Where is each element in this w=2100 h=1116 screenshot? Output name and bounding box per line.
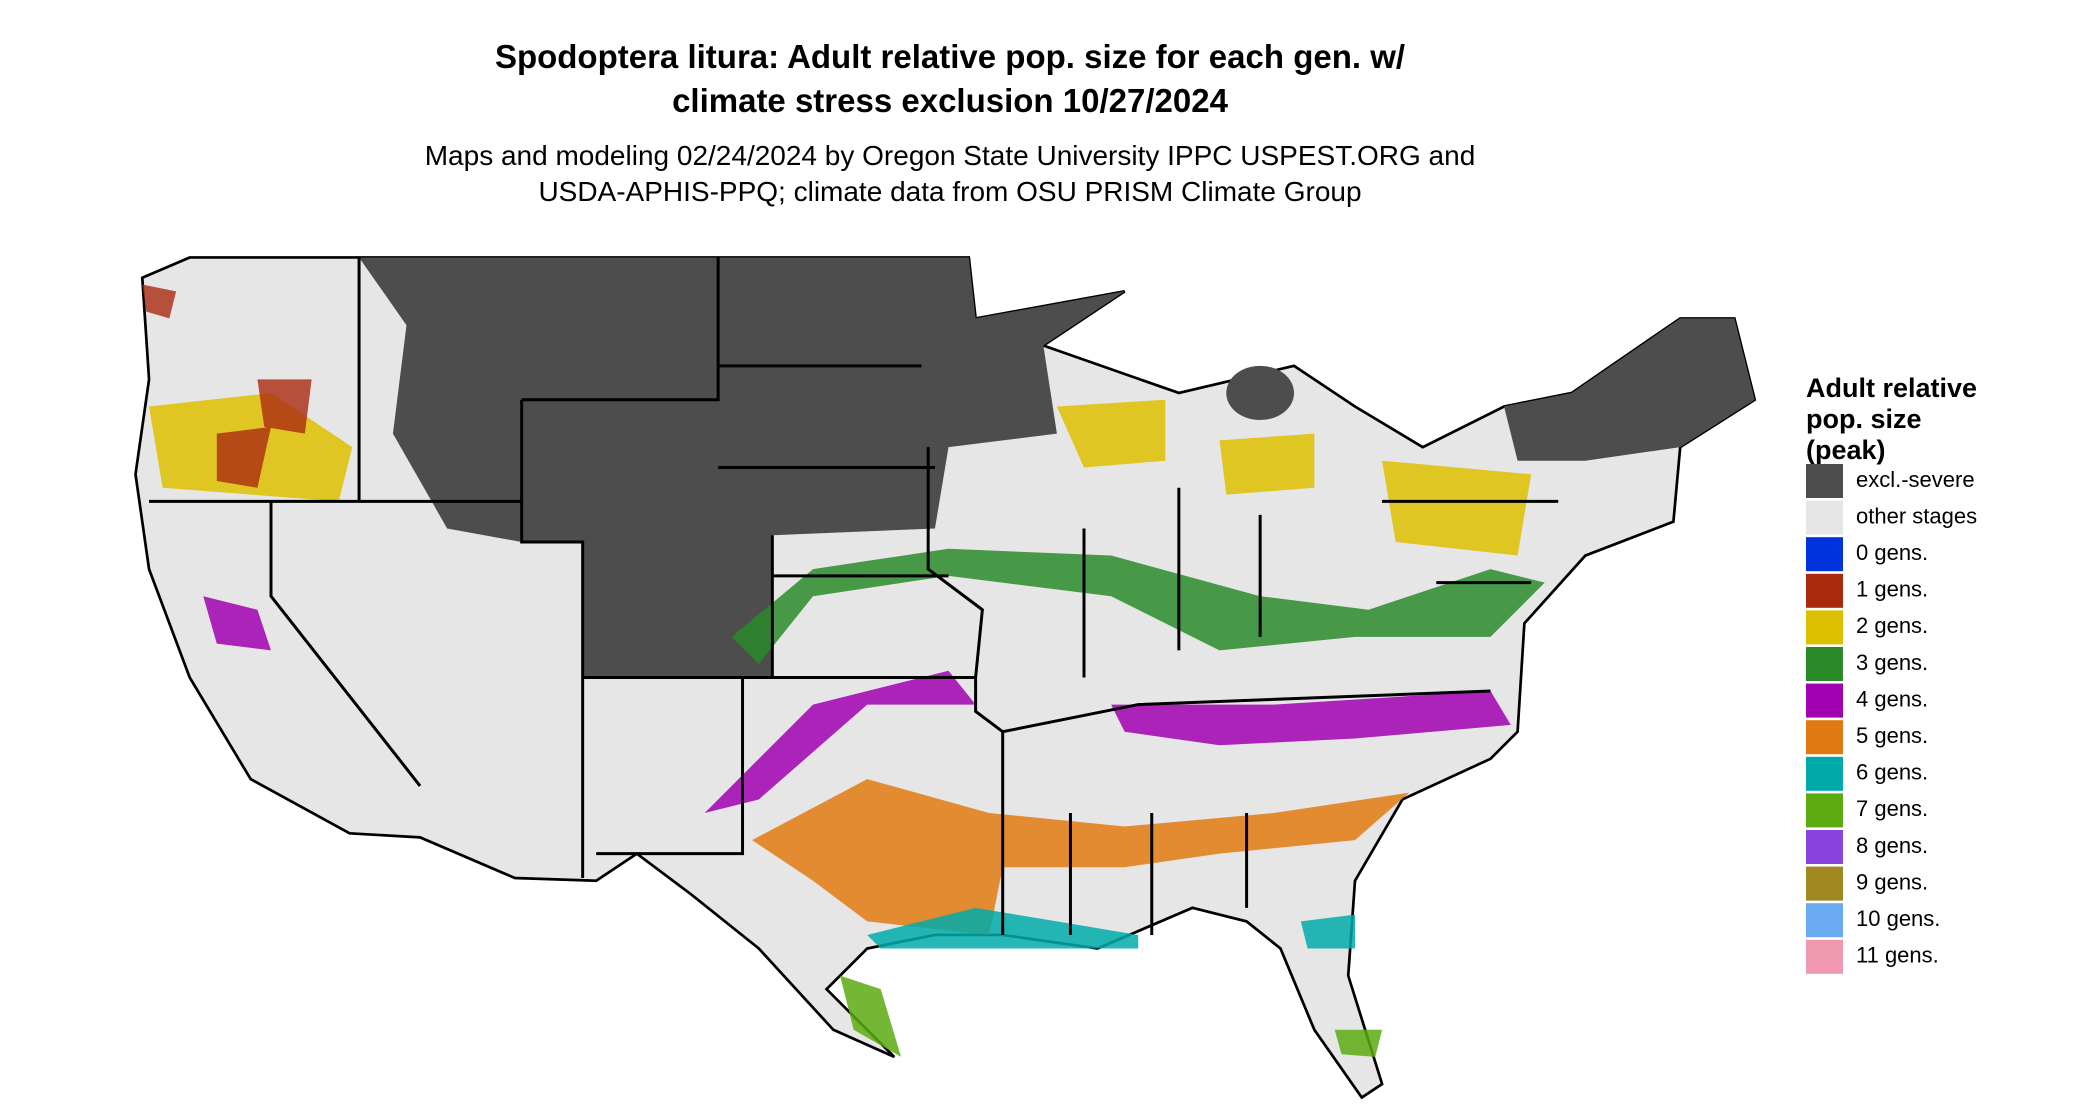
region-4-gens <box>203 596 1511 813</box>
excluded-region <box>1226 365 1295 421</box>
region-1-gens <box>142 284 312 488</box>
legend-label: 11 gens. <box>1856 943 1939 968</box>
legend-label: excl.-severe <box>1856 467 1975 492</box>
legend-swatch <box>1806 610 1843 645</box>
legend-label: 0 gens. <box>1856 540 1928 565</box>
legend-label: 3 gens. <box>1856 650 1928 675</box>
excluded-region <box>1504 318 1755 461</box>
title: Spodoptera litura: Adult relative pop. s… <box>495 38 1405 75</box>
subtitle: Maps and modeling 02/24/2024 by Oregon S… <box>425 140 1476 171</box>
legend-label: 1 gens. <box>1856 577 1928 602</box>
legend-label: 9 gens. <box>1856 869 1928 894</box>
legend-swatch <box>1806 903 1843 938</box>
legend-title: pop. size <box>1806 404 1922 434</box>
region-3-gens <box>731 548 1545 664</box>
legend-swatch <box>1806 683 1843 718</box>
region-7-gens <box>840 975 1383 1057</box>
legend-swatch <box>1806 647 1843 681</box>
legend-title: (peak) <box>1806 435 1886 465</box>
title: climate stress exclusion 10/27/2024 <box>672 82 1229 119</box>
legend-swatch <box>1806 866 1843 901</box>
legend-label: 4 gens. <box>1856 686 1928 711</box>
region-5-gens <box>752 779 1410 935</box>
legend-swatch <box>1806 830 1843 864</box>
region-6-gens <box>867 907 1355 949</box>
us-map <box>134 256 1757 1100</box>
legend: Adult relative pop. size (peak) excl.-se… <box>1806 373 1977 974</box>
legend-swatch <box>1806 500 1843 535</box>
legend-swatch <box>1806 573 1843 608</box>
legend-label: 5 gens. <box>1856 723 1928 748</box>
legend-label: 10 gens. <box>1856 906 1940 931</box>
subtitle: USDA-APHIS-PPQ; climate data from OSU PR… <box>538 176 1361 207</box>
legend-label: 7 gens. <box>1856 796 1928 821</box>
legend-swatch <box>1806 464 1843 498</box>
state-boundaries <box>149 257 1559 935</box>
legend-swatch <box>1806 939 1843 974</box>
legend-label: other stages <box>1856 503 1977 528</box>
legend-swatch <box>1806 756 1843 791</box>
legend-swatch <box>1806 720 1843 755</box>
legend-title: Adult relative <box>1806 373 1977 403</box>
legend-label: 2 gens. <box>1856 613 1928 638</box>
legend-label: 8 gens. <box>1856 833 1928 858</box>
legend-swatch <box>1806 793 1843 828</box>
legend-label: 6 gens. <box>1856 760 1928 785</box>
legend-swatch <box>1806 537 1843 572</box>
